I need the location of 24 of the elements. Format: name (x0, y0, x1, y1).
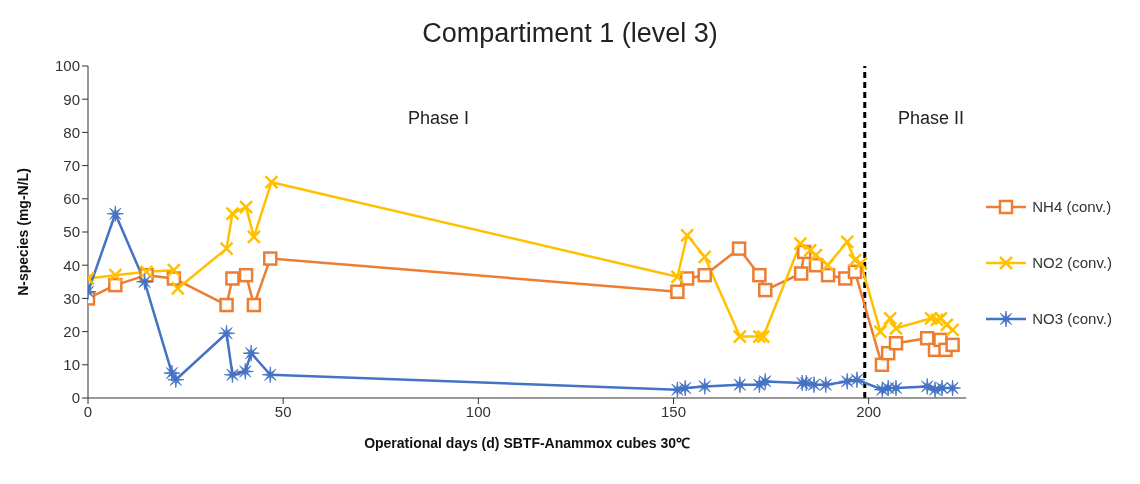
y-tick-label: 80 (63, 123, 80, 141)
legend-label: NO3 (conv.) (1032, 309, 1112, 329)
chart-title: Compartiment 1 (level 3) (421, 17, 719, 50)
annotation: Phase I (408, 108, 470, 129)
y-tick-label: 60 (63, 190, 80, 208)
legend-label: NH4 (conv.) (1032, 197, 1112, 217)
y-tick-label: 90 (63, 90, 80, 108)
x-tick-label: 50 (274, 402, 292, 420)
annotation: Phase II (898, 108, 965, 129)
y-tick-label: 50 (63, 223, 80, 241)
x-tick-label: 0 (83, 402, 93, 420)
y-tick-label: 30 (63, 289, 80, 307)
y-tick-label: 0 (71, 389, 80, 407)
x-tick-label: 100 (465, 402, 491, 420)
y-axis-title: N-species (mg-N/L) (14, 168, 31, 296)
y-tick-label: 100 (54, 57, 80, 75)
x-tick-label: 200 (856, 402, 882, 420)
x-tick-label: 150 (660, 402, 687, 420)
y-tick-label: 40 (63, 256, 80, 274)
legend-label: NO2 (conv.) (1032, 253, 1112, 273)
y-tick-label: 10 (63, 356, 80, 374)
x-axis-title: Operational days (d) SBTF-Anammox cubes 30℃ (364, 435, 691, 451)
y-tick-label: 70 (63, 156, 80, 174)
y-tick-label: 20 (63, 322, 80, 340)
